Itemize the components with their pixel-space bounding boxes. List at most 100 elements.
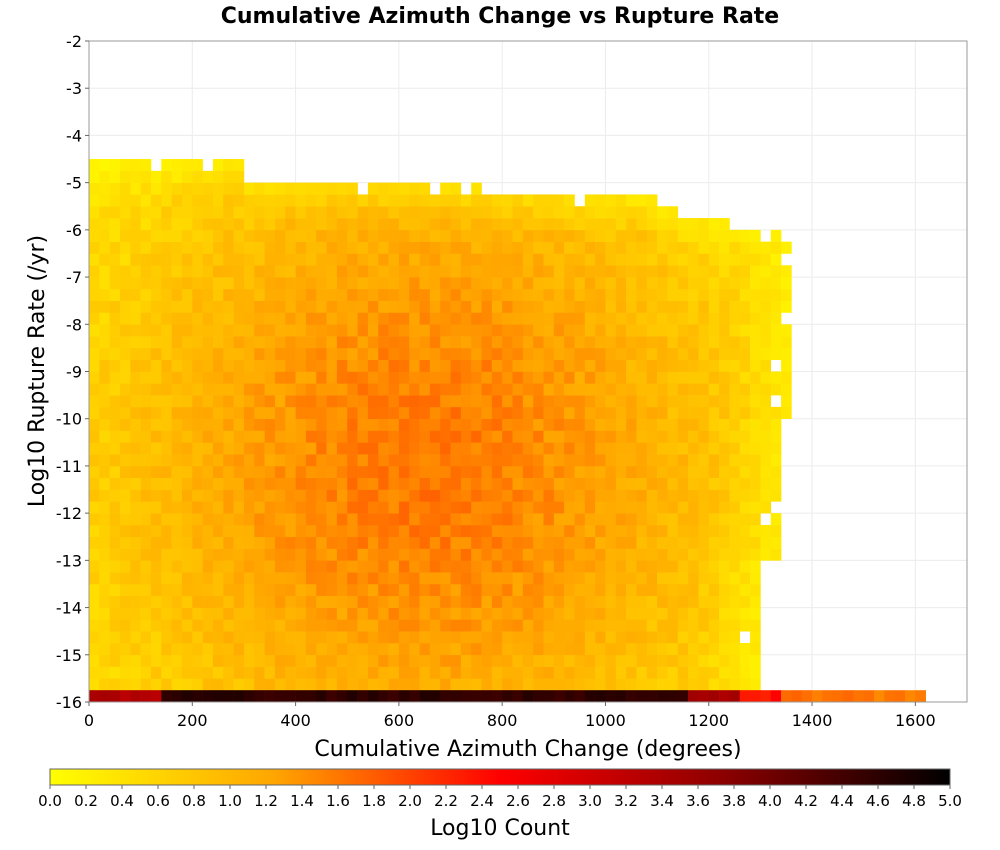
heatmap-cell bbox=[419, 383, 431, 396]
heatmap-cell bbox=[150, 241, 162, 254]
heatmap-cell-bottom bbox=[409, 690, 420, 702]
heatmap-cell bbox=[419, 465, 431, 479]
heatmap-cell bbox=[171, 182, 183, 195]
heatmap-cell bbox=[719, 454, 730, 467]
heatmap-cell bbox=[181, 395, 193, 408]
heatmap-cell bbox=[739, 324, 751, 337]
heatmap-cell bbox=[274, 288, 286, 301]
heatmap-cell-bottom bbox=[863, 690, 875, 702]
heatmap-cell bbox=[316, 572, 327, 585]
heatmap-cell bbox=[450, 182, 462, 195]
heatmap-cell bbox=[429, 359, 441, 372]
heatmap-cell bbox=[698, 312, 710, 325]
heatmap-cell bbox=[574, 430, 586, 443]
heatmap-cell bbox=[130, 501, 141, 514]
heatmap-cell bbox=[305, 182, 317, 195]
heatmap-cell bbox=[109, 430, 121, 443]
heatmap-cell bbox=[491, 395, 503, 408]
heatmap-cell bbox=[109, 229, 121, 242]
heatmap-cell bbox=[667, 513, 679, 526]
heatmap-cell bbox=[243, 430, 255, 443]
heatmap-cell bbox=[698, 501, 710, 514]
heatmap-cell bbox=[161, 383, 172, 396]
heatmap-cell-bottom bbox=[915, 690, 926, 702]
heatmap-cell bbox=[357, 218, 369, 231]
heatmap-cell bbox=[502, 371, 513, 384]
heatmap-cell bbox=[388, 666, 400, 679]
heatmap-cell bbox=[285, 595, 296, 608]
heatmap-cell bbox=[708, 642, 720, 656]
heatmap-cell bbox=[89, 607, 100, 620]
heatmap-cell bbox=[615, 454, 627, 467]
heatmap-cell bbox=[657, 536, 668, 549]
heatmap-cell bbox=[543, 300, 555, 313]
heatmap-cell bbox=[233, 454, 245, 467]
heatmap-cell bbox=[657, 560, 668, 573]
heatmap-cell bbox=[192, 619, 203, 632]
heatmap-cell bbox=[419, 607, 431, 620]
heatmap-cell bbox=[491, 536, 503, 549]
heatmap-cell bbox=[440, 336, 451, 349]
heatmap-cell bbox=[502, 454, 513, 467]
heatmap-cell bbox=[677, 300, 689, 313]
heatmap-cell bbox=[522, 300, 534, 313]
heatmap-cell bbox=[233, 253, 245, 266]
heatmap-cell bbox=[161, 536, 172, 549]
heatmap-cell bbox=[223, 288, 234, 301]
heatmap-cell bbox=[739, 371, 751, 384]
heatmap-cell bbox=[181, 253, 193, 266]
heatmap-cell bbox=[109, 489, 121, 502]
heatmap-cell bbox=[305, 678, 317, 691]
heatmap-cell bbox=[491, 253, 503, 266]
heatmap-cell bbox=[130, 182, 141, 195]
heatmap-cell bbox=[89, 548, 100, 561]
chart-title: Cumulative Azimuth Change vs Rupture Rat… bbox=[221, 4, 779, 29]
heatmap-cell bbox=[295, 336, 307, 349]
heatmap-cell bbox=[615, 253, 627, 266]
heatmap-cell bbox=[460, 312, 472, 325]
heatmap-cell bbox=[595, 607, 606, 620]
heatmap-cell bbox=[584, 359, 596, 372]
y-tick-label: -8 bbox=[66, 315, 82, 334]
colorbar-tick-label: 3.6 bbox=[686, 792, 710, 810]
heatmap-cell bbox=[295, 524, 307, 538]
heatmap-cell bbox=[719, 666, 730, 679]
heatmap-cell bbox=[233, 229, 245, 242]
heatmap-cell bbox=[150, 631, 162, 644]
heatmap-cell bbox=[357, 277, 369, 290]
heatmap-cell bbox=[243, 442, 255, 455]
heatmap-cell bbox=[378, 347, 389, 360]
heatmap-cell bbox=[636, 595, 648, 608]
heatmap-cell bbox=[491, 666, 503, 679]
heatmap-cell bbox=[192, 277, 203, 290]
heatmap-cell bbox=[326, 583, 338, 597]
heatmap-cell bbox=[512, 489, 524, 502]
heatmap-cell bbox=[584, 336, 596, 349]
heatmap-cell bbox=[512, 560, 524, 573]
heatmap-cell bbox=[388, 253, 400, 266]
heatmap-cell-bottom bbox=[202, 690, 214, 702]
heatmap-cell bbox=[326, 359, 338, 372]
heatmap-cell bbox=[770, 442, 782, 455]
heatmap-cell bbox=[481, 265, 493, 278]
heatmap-cell bbox=[677, 395, 689, 408]
heatmap-cell bbox=[212, 524, 224, 538]
heatmap-cell bbox=[223, 218, 234, 231]
heatmap-cell bbox=[481, 642, 493, 656]
heatmap-cell bbox=[357, 477, 369, 490]
heatmap-cell bbox=[378, 536, 389, 549]
heatmap-cell bbox=[657, 430, 668, 443]
heatmap-cell bbox=[770, 536, 782, 549]
heatmap-cell bbox=[357, 465, 369, 479]
heatmap-cell bbox=[719, 383, 730, 396]
heatmap-cell bbox=[274, 229, 286, 242]
heatmap-cell bbox=[285, 277, 296, 290]
heatmap-cell bbox=[326, 442, 338, 455]
heatmap-cell bbox=[491, 489, 503, 502]
heatmap-cell bbox=[295, 572, 307, 585]
heatmap-cell bbox=[347, 371, 358, 384]
heatmap-cell bbox=[202, 465, 214, 479]
heatmap-cell bbox=[398, 642, 410, 656]
heatmap-cell bbox=[223, 477, 234, 490]
heatmap-cell bbox=[326, 395, 338, 408]
